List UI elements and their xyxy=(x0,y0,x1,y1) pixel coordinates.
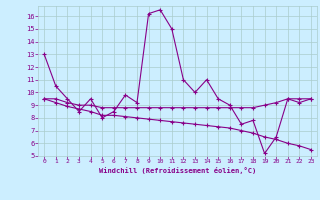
X-axis label: Windchill (Refroidissement éolien,°C): Windchill (Refroidissement éolien,°C) xyxy=(99,167,256,174)
